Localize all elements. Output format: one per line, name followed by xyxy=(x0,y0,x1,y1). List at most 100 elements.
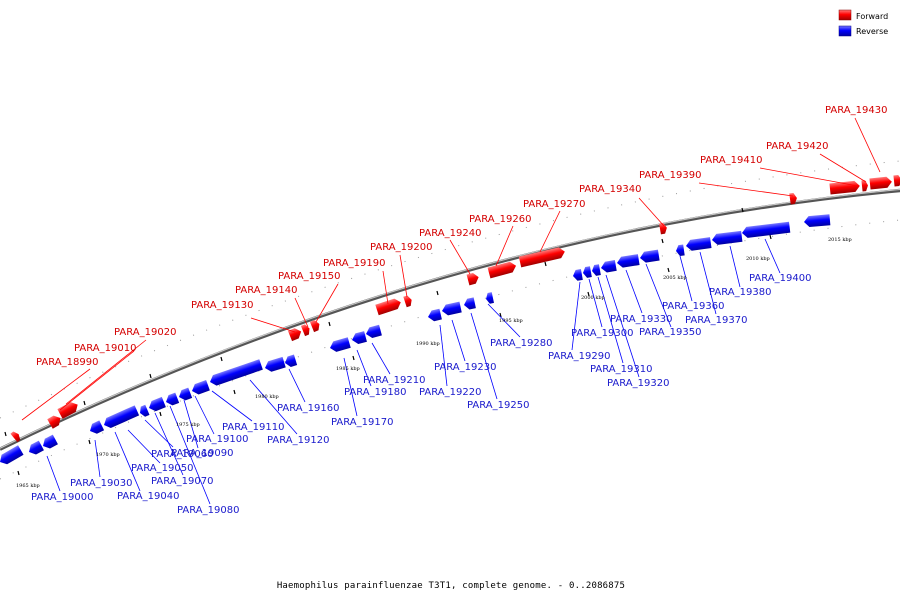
reverse-gene-label: PARA_19110 xyxy=(222,422,284,433)
reverse-gene-glyph xyxy=(742,221,791,238)
reverse-gene-label: PARA_19050 xyxy=(131,463,193,474)
forward-gene-label: PARA_19390 xyxy=(639,170,701,181)
tick-mark xyxy=(667,267,670,273)
reverse-gene-glyph xyxy=(486,292,494,304)
reverse-gene-label: PARA_19320 xyxy=(607,378,669,389)
forward-label-leader xyxy=(294,297,309,328)
reverse-gene-label: PARA_19300 xyxy=(571,328,633,339)
reverse-gene-label: PARA_19290 xyxy=(548,351,610,362)
forward-gene-label: PARA_19020 xyxy=(114,327,176,338)
reverse-label-leader xyxy=(597,276,624,364)
forward-gene-label: PARA_19190 xyxy=(323,258,385,269)
forward-gene-glyph xyxy=(287,328,302,342)
reverse-gene-glyph xyxy=(583,266,592,278)
forward-label-leader xyxy=(315,283,339,323)
forward-gene-label: PARA_19130 xyxy=(191,300,253,311)
forward-label-leader xyxy=(854,117,881,173)
forward-label-leader xyxy=(21,368,91,421)
tick-mark xyxy=(159,411,162,417)
forward-gene-glyph xyxy=(57,402,78,419)
reverse-gene-glyph xyxy=(330,337,351,352)
reverse-gene-glyph xyxy=(676,244,685,257)
reverse-gene-glyph xyxy=(29,440,44,455)
legend-reverse-label: Reverse xyxy=(856,27,888,36)
reverse-label-leader xyxy=(764,238,781,274)
forward-gene-glyph xyxy=(466,272,479,286)
forward-gene-label: PARA_19140 xyxy=(235,285,297,296)
reverse-gene-glyph xyxy=(366,324,382,339)
forward-gene-glyph xyxy=(659,222,667,235)
tick-mark xyxy=(769,234,772,240)
reverse-label-leader xyxy=(451,319,466,362)
reverse-gene-label: PARA_19120 xyxy=(267,435,329,446)
forward-gene-label: PARA_19420 xyxy=(766,141,828,152)
forward-label-leader xyxy=(819,153,867,183)
forward-gene-glyph xyxy=(861,180,868,192)
figure-caption: Haemophilus parainfluenzae T3T1, complet… xyxy=(277,581,625,591)
reverse-gene-glyph xyxy=(149,396,166,412)
tick-marks xyxy=(4,207,772,476)
reverse-gene-label: PARA_19380 xyxy=(709,287,771,298)
reverse-label-leader xyxy=(154,412,184,476)
reverse-gene-label: PARA_19350 xyxy=(639,327,701,338)
reverse-gene-label: PARA_19280 xyxy=(490,338,552,349)
tick-mark xyxy=(436,290,439,296)
reverse-gene-glyph xyxy=(0,445,24,465)
scale-label: 2005 kbp xyxy=(663,275,687,281)
reverse-label-leader xyxy=(356,349,372,387)
forward-label-leader xyxy=(495,225,514,267)
forward-gene-label: PARA_19340 xyxy=(579,184,641,195)
scale-label: 1985 kbp xyxy=(336,366,360,372)
tick-mark xyxy=(741,207,744,213)
reverse-gene-glyph xyxy=(210,359,263,386)
tick-mark xyxy=(83,400,86,406)
forward-gene-glyph xyxy=(893,175,900,187)
reverse-gene-glyph xyxy=(804,214,831,228)
gene-glyphs xyxy=(0,175,900,465)
reverse-label-leader xyxy=(699,251,717,315)
scale-label: 1970 kbp xyxy=(96,452,120,458)
reverse-gene-glyph xyxy=(640,249,660,263)
forward-label-leader xyxy=(250,317,296,333)
gene-labels: PARA_18990 PARA_19010 PARA_19020 PARA_19130… xyxy=(31,105,887,516)
reverse-gene-glyph xyxy=(601,259,617,273)
tick-mark xyxy=(328,321,331,327)
forward-gene-label: PARA_19150 xyxy=(278,271,340,282)
reverse-label-leader xyxy=(588,278,603,328)
forward-gene-label: PARA_19010 xyxy=(74,343,136,354)
reverse-label-leader xyxy=(249,379,298,435)
forward-gene-glyph xyxy=(487,261,517,279)
scale-label: 1975 kbp xyxy=(176,422,200,428)
reverse-label-leader xyxy=(439,324,448,387)
reverse-gene-label: PARA_19170 xyxy=(331,417,393,428)
reverse-gene-label: PARA_19330 xyxy=(610,314,672,325)
reverse-label-leader xyxy=(729,245,741,288)
legend-forward-swatch xyxy=(838,9,852,21)
reverse-label-leader xyxy=(605,274,640,378)
tick-mark xyxy=(17,470,20,476)
reverse-gene-label: PARA_19400 xyxy=(749,273,811,284)
reverse-gene-glyph xyxy=(712,230,743,245)
scale-label: 1990 kbp xyxy=(416,341,440,347)
reverse-gene-label: PARA_19000 xyxy=(31,492,93,503)
reverse-label-leader xyxy=(211,390,253,422)
reverse-gene-glyph xyxy=(592,264,601,276)
genome-backbone xyxy=(0,188,900,451)
reverse-gene-label: PARA_19180 xyxy=(344,387,406,398)
forward-gene-glyph xyxy=(375,298,401,316)
reverse-gene-label: PARA_19360 xyxy=(662,301,724,312)
tick-mark xyxy=(661,238,664,244)
scale-label: 2000 kbp xyxy=(581,295,605,301)
reverse-label-leader xyxy=(94,439,101,478)
reverse-gene-glyph xyxy=(428,308,442,322)
forward-gene-glyph xyxy=(300,324,310,337)
forward-label-leader xyxy=(65,339,147,405)
reverse-label-leader xyxy=(169,405,211,505)
forward-label-leader xyxy=(59,350,135,411)
forward-gene-glyph xyxy=(47,415,61,429)
scale-label: 2015 kbp xyxy=(828,237,852,243)
reverse-label-leader xyxy=(46,455,61,492)
tick-mark xyxy=(544,261,547,267)
